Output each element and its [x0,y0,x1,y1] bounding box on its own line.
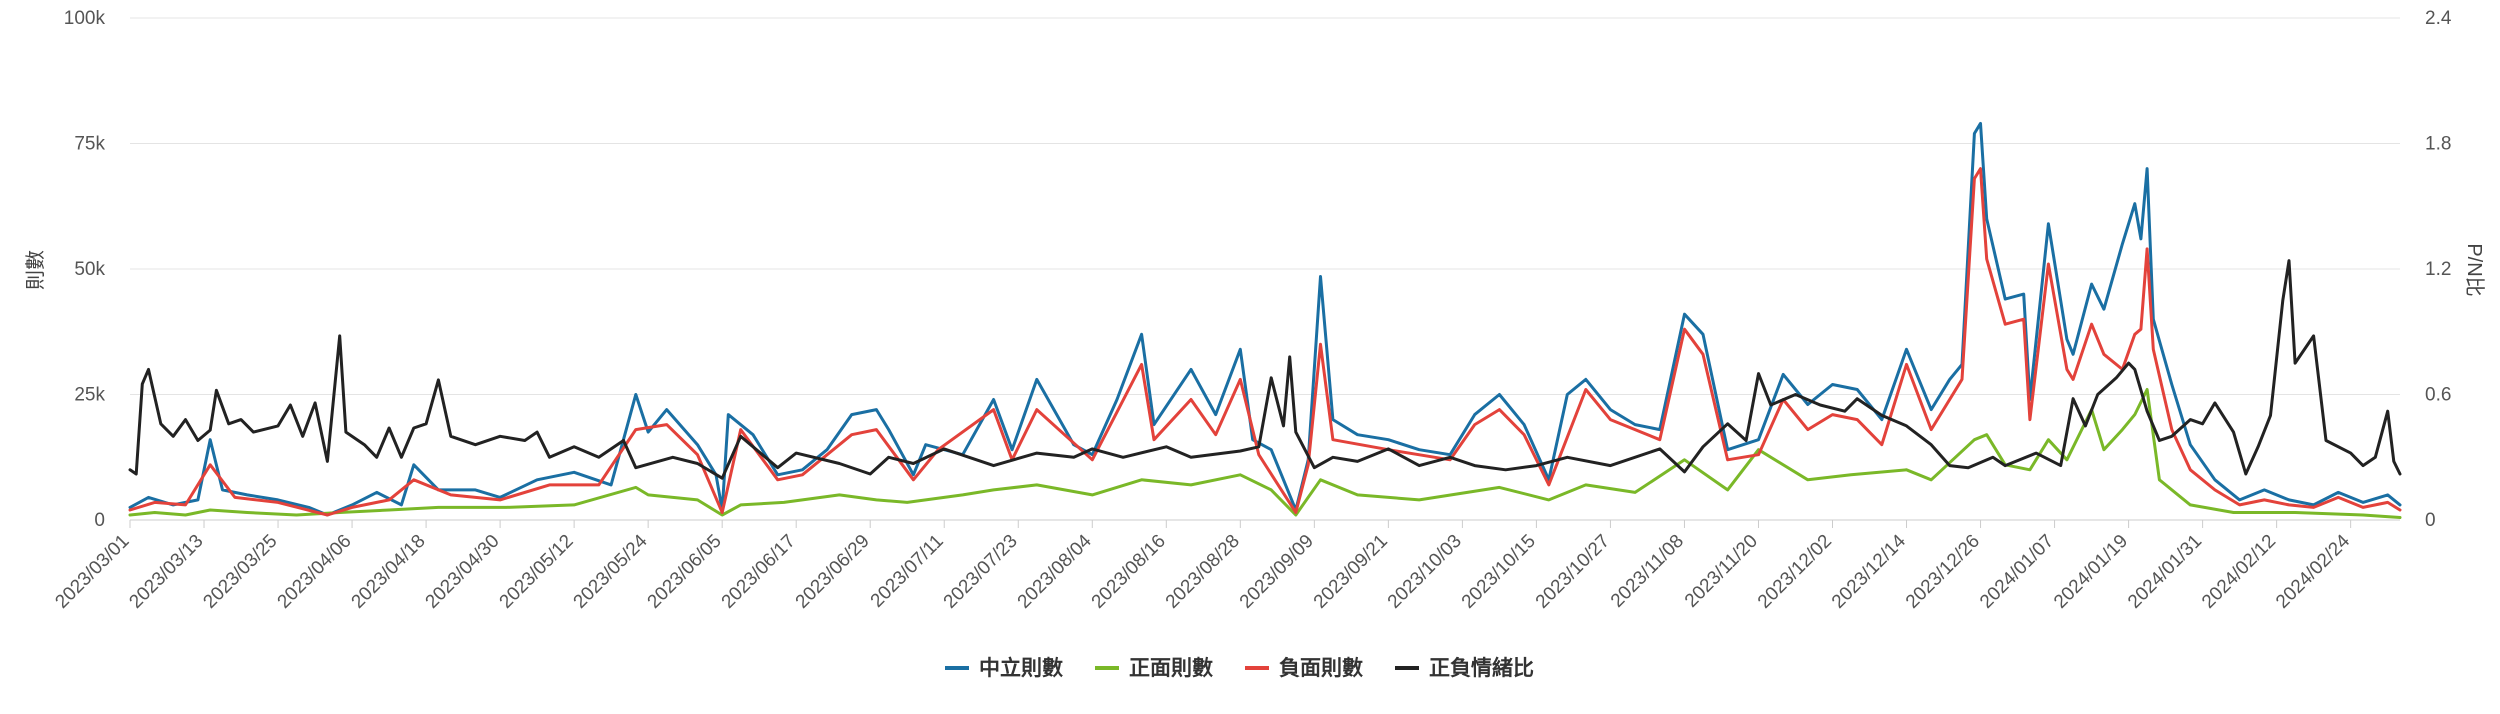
x-tick-label: 2023/04/18 [348,531,430,613]
legend-item-3[interactable]: 正負情緒比 [1395,656,1534,680]
legend-label: 正面則數 [1129,657,1213,680]
x-tick-label: 2023/10/03 [1384,531,1466,613]
right-tick-label: 0.6 [2425,385,2451,406]
x-tick-label: 2023/06/29 [792,531,874,613]
x-tick-label: 2023/03/13 [125,531,207,613]
x-tick-label: 2023/04/30 [422,531,504,613]
legend-label: 正負情緒比 [1429,656,1534,680]
left-tick-label: 75k [74,134,105,155]
x-axis: 2023/03/012023/03/132023/03/252023/04/06… [51,519,2400,613]
x-tick-label: 2023/10/15 [1458,531,1540,613]
x-tick-label: 2023/07/11 [867,531,948,612]
x-tick-label: 2023/11/20 [1681,531,1762,612]
x-tick-label: 2023/05/24 [570,530,652,612]
x-tick-label: 2024/01/31 [2124,531,2206,613]
x-tick-label: 2024/02/24 [2272,530,2354,612]
left-tick-label: 50k [74,259,105,280]
legend: 中立則數 正面則數 負面則數 正負情緒比 [945,656,1534,680]
left-tick-label: 0 [94,510,105,531]
legend-label: 中立則數 [979,656,1063,680]
x-tick-label: 2023/12/14 [1828,530,1910,612]
right-tick-label: 1.8 [2425,134,2451,155]
x-tick-label: 2023/08/28 [1162,531,1244,613]
series-line-3 [128,259,2402,480]
left-tick-label: 25k [74,385,105,406]
right-tick-label: 1.2 [2425,259,2451,280]
legend-item-1[interactable]: 正面則數 [1095,657,1213,680]
left-axis-title: 則數 [24,250,47,290]
series-line-2 [128,167,2402,517]
right-axis-title: P/N比 [2463,243,2486,296]
right-tick-label: 2.4 [2425,8,2452,29]
left-tick-label: 100k [64,8,106,29]
x-tick-label: 2023/12/26 [1902,531,1984,613]
x-tick-label: 2023/11/08 [1607,531,1688,612]
x-tick-label: 2023/08/16 [1088,531,1170,613]
x-tick-label: 2023/03/25 [199,531,281,613]
x-tick-label: 2023/06/05 [644,531,726,613]
x-tick-label: 2023/12/02 [1754,531,1836,613]
x-tick-label: 2024/01/19 [2050,531,2132,613]
series-lines [128,121,2402,519]
x-tick-label: 2023/06/17 [718,531,800,613]
x-tick-label: 2024/02/12 [2198,531,2280,613]
x-tick-label: 2023/05/12 [496,531,578,613]
legend-item-0[interactable]: 中立則數 [945,656,1063,680]
x-tick-label: 2023/10/27 [1532,531,1614,613]
legend-label: 負面則數 [1279,656,1363,680]
x-tick-label: 2023/09/09 [1236,531,1318,613]
x-tick-label: 2023/09/21 [1310,531,1392,613]
right-y-axis: 0 0.6 1.2 1.8 2.4 [2425,8,2452,531]
x-tick-label: 2023/04/06 [274,531,356,613]
left-y-axis: 0 25k 50k 75k 100k [64,8,106,531]
legend-item-2[interactable]: 負面則數 [1245,656,1363,680]
x-tick-label: 2023/08/04 [1014,530,1096,612]
right-tick-label: 0 [2425,510,2436,531]
x-tick-label: 2023/07/23 [940,531,1022,613]
x-tick-label: 2023/03/01 [51,531,133,613]
x-tick-label: 2024/01/07 [1976,531,2058,613]
series-line-0 [128,121,2402,517]
series-line-1 [128,388,2402,519]
